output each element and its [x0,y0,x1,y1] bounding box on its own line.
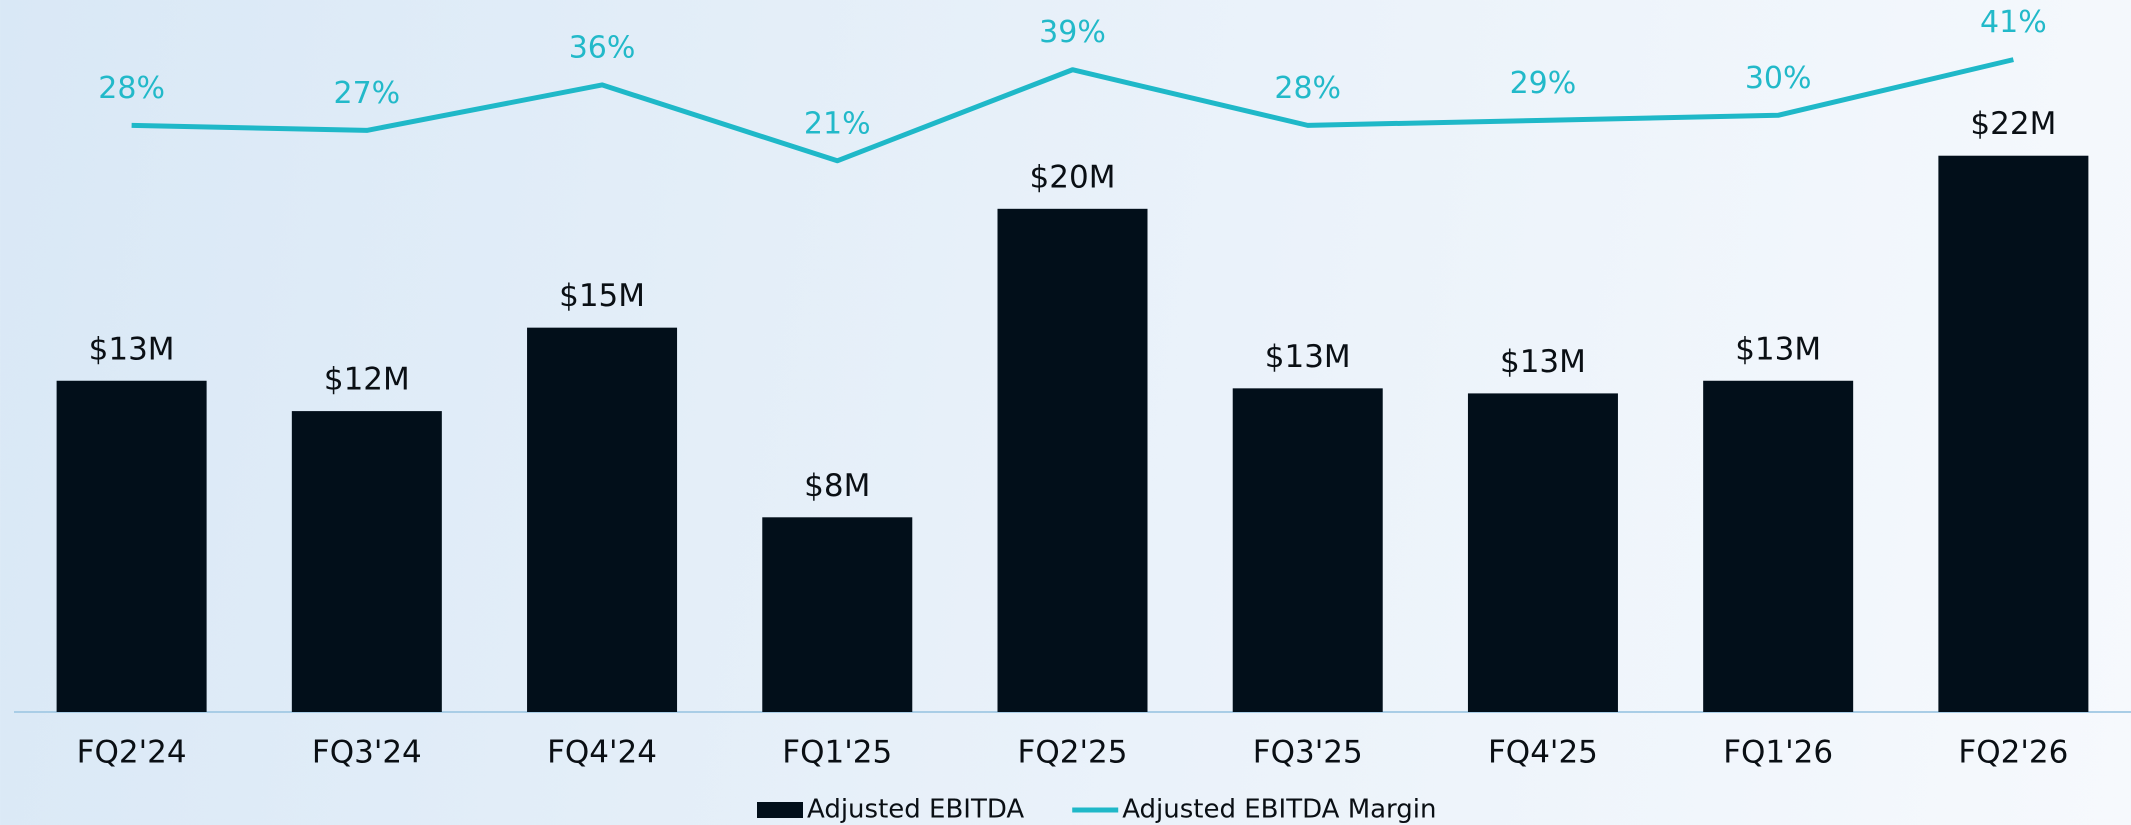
bar-value-label: $8M [804,468,870,504]
bar [56,380,207,712]
x-tick-label: FQ3'24 [312,735,422,771]
bar [1467,393,1618,712]
bar-value-label: $12M [324,362,410,398]
x-tick-label: FQ1'26 [1723,735,1833,771]
legend-swatch [757,802,803,818]
bar [1232,388,1383,712]
bar-value-label: $15M [559,278,645,314]
x-tick-label: FQ2'24 [77,735,187,771]
line [131,57,2014,164]
bar [527,327,678,712]
bar-value-label: $13M [1500,344,1586,380]
line-value-label: 39% [1039,15,1106,50]
x-tick-label: FQ3'25 [1253,735,1363,771]
line-value-label: 41% [1980,5,2047,40]
bar-value-label: $13M [1265,339,1351,375]
line-value-label: 36% [569,30,636,65]
bar [1938,155,2089,712]
line-value-label: 30% [1745,61,1812,96]
line-value-label: 28% [1274,71,1341,106]
line-value-label: 28% [98,71,165,106]
bar [997,208,1148,713]
bar-value-label: $13M [89,331,175,367]
line-value-label: 21% [804,106,871,141]
x-tick-label: FQ2'26 [1958,735,2068,771]
x-tick-label: FQ4'25 [1488,735,1598,771]
line-value-label: 29% [1510,66,1577,101]
line-value-label: 27% [333,76,400,111]
bar [762,517,913,712]
bar-value-label: $13M [1735,331,1821,367]
x-tick-label: FQ4'24 [547,735,657,771]
bar-value-label: $22M [1970,106,2056,142]
x-tick-label: FQ1'25 [782,735,892,771]
legend-label: Adjusted EBITDA [807,795,1024,825]
bar [1703,380,1854,712]
x-tick-label: FQ2'25 [1018,735,1128,771]
bar [291,411,442,712]
legend-label: Adjusted EBITDA Margin [1122,795,1436,825]
bar-value-label: $20M [1030,159,1116,195]
